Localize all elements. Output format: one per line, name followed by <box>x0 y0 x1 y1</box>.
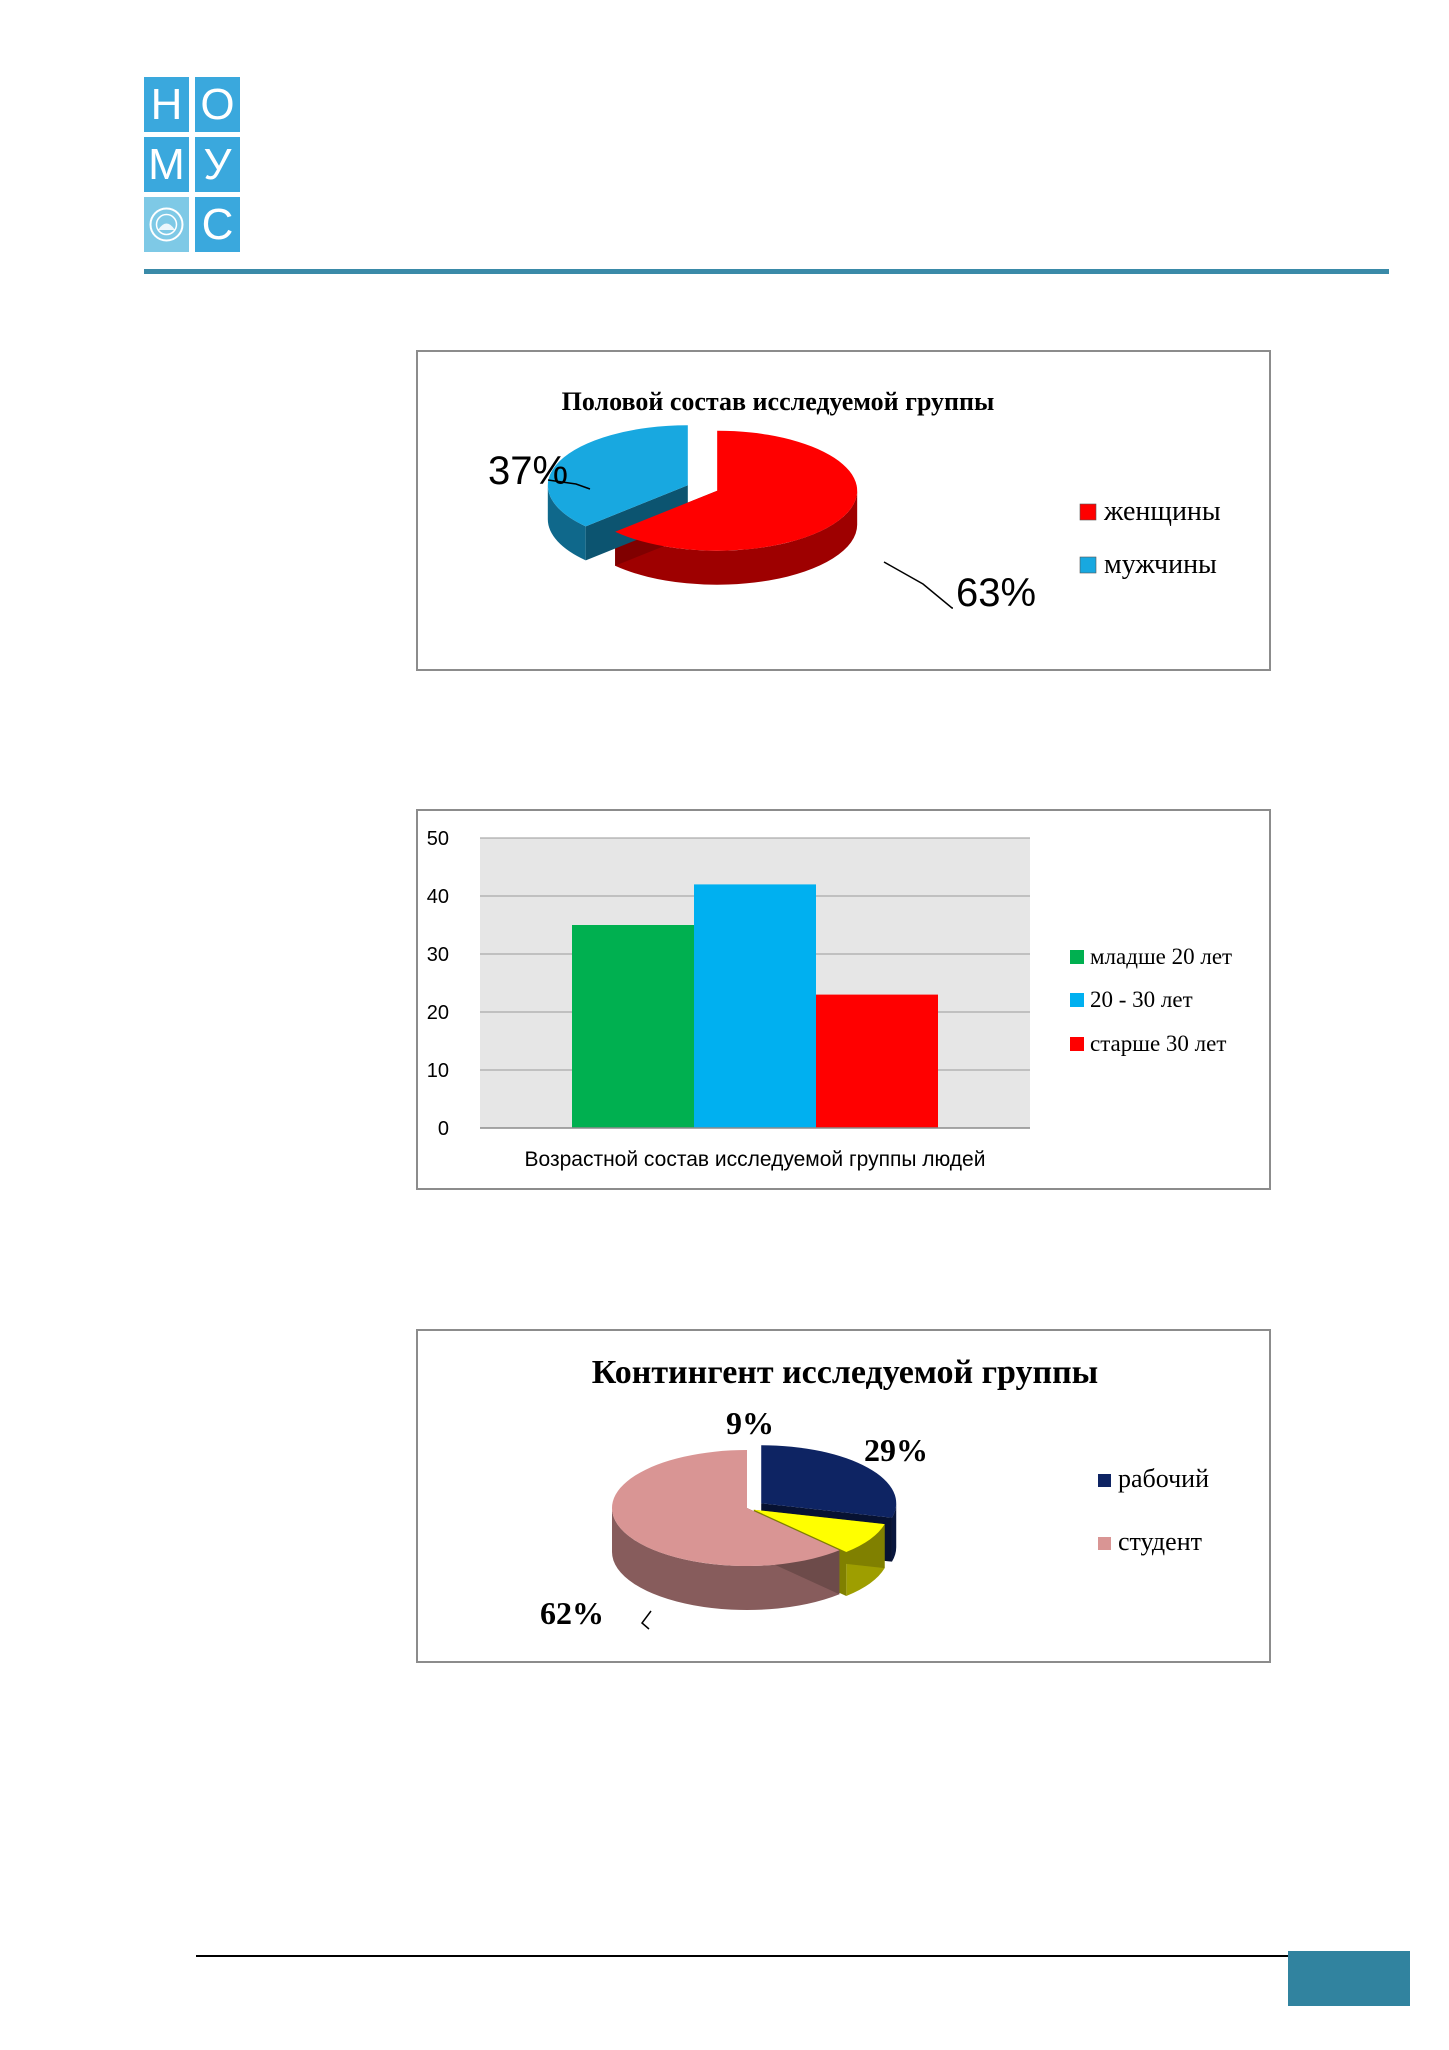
bar-over-30 <box>816 994 938 1128</box>
y-tick-label: 30 <box>427 944 449 966</box>
pie-label: 63% <box>956 571 1036 615</box>
legend-item-worker: рабочий <box>1118 1464 1209 1493</box>
contingent-chart: Контингент исследуемой группы 9% 29% 62%… <box>416 1329 1271 1663</box>
pie-slice-edge <box>585 485 688 561</box>
pie-slice-side <box>612 1508 840 1610</box>
legend-swatch-under-20 <box>1070 950 1084 964</box>
logo-letter-u: У <box>195 137 240 192</box>
pie-slice-men <box>547 425 688 527</box>
x-axis-label: Возрастной состав исследуемой группы люд… <box>525 1148 986 1171</box>
pie-slice-side <box>615 490 858 585</box>
logo-letter-m: М <box>144 137 189 192</box>
y-tick-label: 10 <box>427 1060 449 1082</box>
pie-label-62: 62% <box>540 1595 652 1631</box>
legend: рабочий студент <box>1098 1464 1209 1556</box>
pie-label: 37% <box>488 449 568 493</box>
journal-logo: Н О М У С <box>144 77 240 253</box>
pie-slice-student <box>612 1450 840 1566</box>
header-divider <box>144 269 1389 274</box>
pie-slice-side <box>891 1503 897 1562</box>
seal-emblem-icon <box>144 197 189 252</box>
pie-slice-worker <box>761 1445 897 1518</box>
bar-20-30 <box>694 884 816 1128</box>
legend-item-student: студент <box>1118 1527 1202 1556</box>
logo-letter-o: О <box>195 77 240 132</box>
legend-swatch-over-30 <box>1070 1037 1084 1051</box>
legend-swatch-women <box>1079 503 1097 521</box>
legend: младше 20 лет 20 - 30 лет старше 30 лет <box>1070 944 1232 1056</box>
pie-slice-other <box>753 1509 885 1553</box>
page-number-tab <box>1288 1951 1410 2006</box>
pie-label: 9% <box>726 1405 774 1441</box>
gender-pie-svg: Половой состав исследуемой группы 37% 63… <box>488 387 1221 615</box>
legend-swatch-20-30 <box>1070 993 1084 1007</box>
pie-label: 62% <box>540 1595 604 1631</box>
legend-item-over-30: старше 30 лет <box>1090 1031 1226 1056</box>
legend-item-women: женщины <box>1103 496 1221 527</box>
y-tick-label: 20 <box>427 1002 449 1024</box>
chart-title: Контингент исследуемой группы <box>592 1354 1098 1391</box>
legend-swatch-men <box>1079 556 1097 574</box>
chart-title: Половой состав исследуемой группы <box>562 387 995 416</box>
legend-item-men: мужчины <box>1104 549 1217 580</box>
legend-item-under-20: младше 20 лет <box>1090 944 1232 969</box>
y-tick-label: 40 <box>427 886 449 908</box>
bar-under-20 <box>572 925 694 1128</box>
logo-letter-s: С <box>195 197 240 252</box>
pie-label: 29% <box>864 1432 928 1468</box>
footer-divider <box>196 1955 1288 1957</box>
age-bar-svg: 0 10 20 30 40 50 Возрастной состав исследуемо… <box>427 828 1232 1171</box>
legend-swatch-student <box>1098 1537 1111 1550</box>
age-chart: 0 10 20 30 40 50 Возрастной состав исследуемо… <box>416 809 1271 1190</box>
legend-item-20-30: 20 - 30 лет <box>1090 987 1193 1012</box>
legend: женщины мужчины <box>1079 496 1221 580</box>
legend-swatch-worker <box>1098 1474 1111 1487</box>
gender-chart: Половой состав исследуемой группы 37% 63… <box>416 350 1271 671</box>
y-tick-label: 0 <box>438 1118 449 1140</box>
contingent-pie-svg: Контингент исследуемой группы 9% 29% 62%… <box>540 1354 1209 1631</box>
pie-label-37: 37% <box>488 449 591 493</box>
pie-slice-side <box>547 485 586 561</box>
y-tick-label: 50 <box>427 828 449 850</box>
pie-label-63: 63% <box>883 561 1036 615</box>
logo-letter-n: Н <box>144 77 189 132</box>
pie-slice-women <box>615 430 858 551</box>
